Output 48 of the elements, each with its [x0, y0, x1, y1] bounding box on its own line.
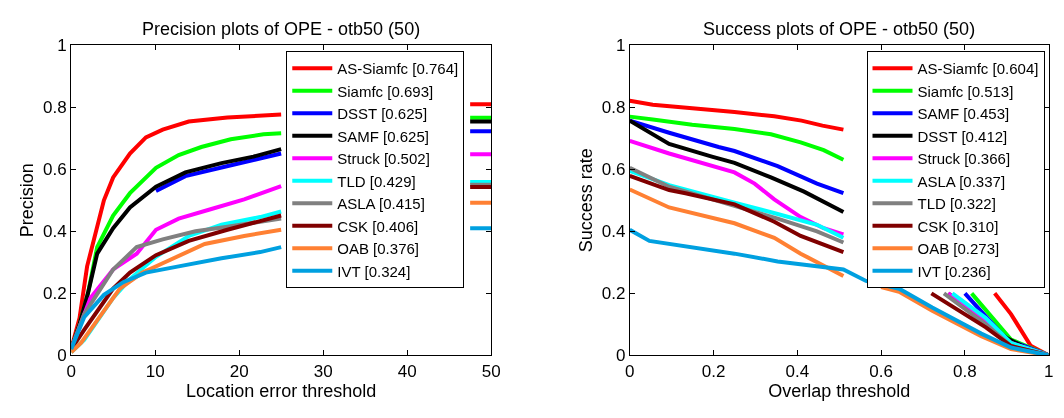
legend-label: OAB [0.273] [917, 240, 1000, 257]
y-tick-label: 1 [615, 36, 626, 56]
legend-label: AS-Siamfc [0.604] [917, 60, 1039, 77]
chart-title: Success plots of OPE - otb50 (50) [703, 19, 976, 39]
x-tick-label: 0.4 [785, 361, 810, 381]
y-tick-label: 0 [615, 346, 626, 366]
legend-label: Siamfc [0.693] [337, 82, 434, 100]
legend-label: CSK [0.310] [917, 217, 999, 235]
x-tick-label: 10 [145, 361, 165, 381]
legend-label: DSST [0.412] [917, 127, 1008, 145]
legend-label: IVT [0.236] [917, 262, 991, 280]
legend-label: IVT [0.324] [337, 262, 411, 280]
x-tick-label: 50 [481, 361, 501, 381]
y-tick-label: 0.6 [601, 160, 626, 180]
legend-label: Struck [0.366] [917, 149, 1011, 167]
y-tick-label: 0.6 [43, 160, 67, 180]
x-tick-label: 1 [1043, 361, 1054, 381]
x-axis-title: Location error threshold [186, 380, 377, 401]
legend-label: ASLA [0.337] [917, 172, 1006, 190]
x-tick-label: 0.8 [953, 361, 977, 381]
x-tick-label: 0.6 [869, 361, 893, 381]
x-tick-label: 30 [313, 361, 333, 381]
legend-label: DSST [0.625] [337, 104, 428, 122]
legend-label: SAMF [0.453] [917, 104, 1010, 122]
legend-label: Struck [0.502] [337, 149, 430, 167]
y-axis-title: Success rate [575, 148, 596, 253]
y-tick-label: 0.2 [601, 284, 626, 304]
legend-label: Siamfc [0.513] [917, 82, 1014, 100]
legend-label: SAMF [0.625] [337, 127, 429, 145]
y-tick-label: 0.8 [43, 98, 67, 118]
chart-title: Precision plots of OPE - otb50 (50) [142, 19, 421, 39]
y-tick-label: 0.4 [601, 222, 626, 242]
y-tick-label: 0.4 [43, 222, 67, 242]
y-tick-label: 0.8 [601, 98, 626, 118]
legend-label: TLD [0.429] [337, 172, 416, 190]
legend-label: OAB [0.376] [337, 240, 419, 257]
x-tick-label: 20 [229, 361, 249, 381]
legend-label: ASLA [0.415] [337, 195, 425, 212]
x-tick-label: 0.2 [701, 361, 726, 381]
legend-label: CSK [0.406] [337, 217, 419, 235]
x-axis-title: Overlap threshold [768, 380, 911, 401]
y-tick-label: 0.2 [43, 284, 67, 304]
y-tick-label: 1 [57, 36, 67, 56]
legend-label: AS-Siamfc [0.764] [337, 60, 459, 77]
x-tick-label: 40 [397, 361, 417, 381]
legend-label: TLD [0.322] [917, 195, 996, 212]
y-tick-label: 0 [57, 346, 67, 366]
y-axis-title: Precision [17, 163, 38, 238]
